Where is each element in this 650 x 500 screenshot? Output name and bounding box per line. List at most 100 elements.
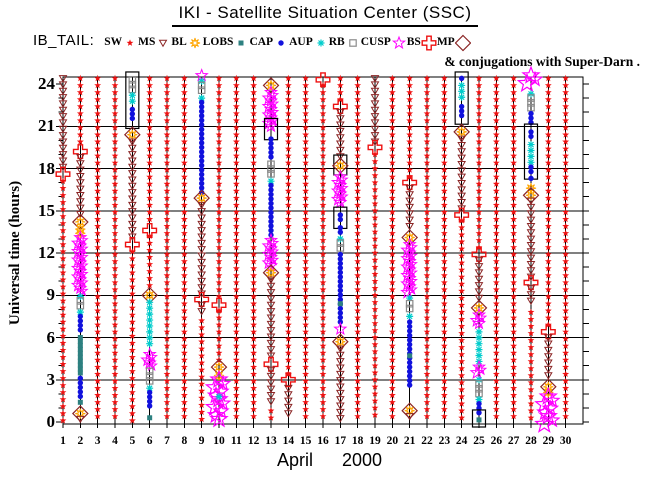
legend-item-label: LOBS	[202, 36, 234, 48]
legend-item-bs: BS	[406, 35, 437, 51]
aup-icon	[317, 39, 325, 47]
day-column-17	[330, 74, 349, 423]
x-tick-label-22: 22	[421, 435, 433, 447]
day-column-4	[111, 74, 119, 420]
legend-note: & conjugations with Super-Darn .	[444, 54, 640, 69]
day-column-6	[140, 74, 159, 421]
day-column-13	[261, 77, 280, 421]
day-column-26	[492, 74, 500, 420]
day-column-15	[302, 74, 310, 420]
x-axis-label-month: April	[276, 450, 313, 470]
x-tick-label-23: 23	[438, 435, 451, 447]
legend: IB_TAIL: SW MS BL LOBS CAP AUP RB CUSP BS MP	[33, 32, 472, 52]
day-column-7	[163, 74, 171, 420]
legend-item-rb: RB	[329, 36, 361, 48]
sw-icon	[126, 39, 134, 46]
day-column-14	[280, 74, 296, 418]
bs-icon	[421, 35, 437, 51]
x-tick-label-25: 25	[473, 435, 485, 447]
legend-item-lobs: LOBS	[203, 36, 250, 48]
y-tick-label-21: 21	[38, 116, 55, 136]
day-column-16	[315, 72, 331, 420]
x-tick-label-8: 8	[181, 435, 188, 447]
ms-icon	[159, 39, 168, 48]
day-column-30	[562, 74, 570, 420]
x-tick-label-19: 19	[369, 435, 381, 447]
day-column-3	[94, 74, 102, 420]
legend-item-label: MS	[138, 36, 156, 48]
legend-item-label: SW	[104, 36, 123, 48]
legend-item-cusp: CUSP	[360, 35, 407, 50]
legend-items: SW MS BL LOBS CAP AUP RB CUSP BS MP	[104, 32, 472, 52]
legend-item-label: RB	[328, 36, 345, 48]
day-column-11	[232, 74, 240, 420]
y-tick-label-12: 12	[38, 243, 55, 262]
legend-item-label: BL	[171, 36, 187, 48]
x-tick-label-1: 1	[60, 435, 66, 447]
x-tick-label-7: 7	[164, 435, 170, 447]
x-tick-label-9: 9	[198, 435, 205, 447]
x-axis-label-year: 2000	[341, 450, 383, 470]
x-tick-label-4: 4	[112, 435, 118, 447]
legend-item-label: AUP	[289, 36, 313, 48]
page-title: IKI - Satellite Situation Center (SSC)	[0, 3, 650, 27]
day-column-23	[440, 74, 448, 420]
cap-icon	[278, 40, 284, 46]
x-tick-label-3: 3	[94, 435, 101, 447]
day-column-18	[354, 74, 362, 420]
x-tick-label-12: 12	[247, 435, 260, 447]
x-tick-label-14: 14	[282, 435, 295, 447]
day-column-28	[516, 65, 544, 421]
x-tick-label-29: 29	[542, 435, 555, 447]
day-column-25	[469, 74, 488, 428]
x-tick-label-15: 15	[299, 435, 312, 447]
x-tick-label-24: 24	[455, 435, 468, 447]
x-tick-label-5: 5	[129, 435, 136, 447]
day-column-27	[510, 74, 518, 420]
day-column-9	[193, 68, 211, 423]
legend-item-label: CUSP	[360, 36, 391, 48]
x-tick-label-10: 10	[213, 435, 225, 447]
x-tick-label-18: 18	[351, 435, 364, 447]
x-tick-label-16: 16	[317, 435, 329, 447]
day-column-20	[388, 74, 396, 420]
day-column-19	[367, 75, 383, 418]
day-column-1	[55, 75, 71, 424]
day-column-24	[453, 71, 471, 421]
x-tick-label-21: 21	[403, 435, 416, 447]
y-tick-label-9: 9	[46, 285, 56, 305]
legend-item-label: MP	[436, 36, 455, 48]
legend-item-label: BS	[406, 36, 421, 48]
x-tick-label-11: 11	[230, 435, 242, 447]
day-column-10	[204, 74, 232, 428]
x-tick-label-6: 6	[146, 435, 153, 447]
x-tick-label-17: 17	[334, 435, 347, 447]
y-tick-label-15: 15	[38, 200, 55, 220]
x-tick-label-26: 26	[490, 435, 503, 447]
legend-prefix: IB_TAIL:	[33, 32, 95, 49]
legend-item-bl: BL	[171, 36, 202, 49]
legend-item-cap: CAP	[249, 36, 289, 48]
day-column-2	[70, 74, 89, 424]
y-tick-label-6: 6	[46, 327, 56, 347]
x-tick-label-27: 27	[507, 435, 520, 447]
page-title-text: IKI - Satellite Situation Center (SSC)	[172, 3, 478, 27]
x-tick-label-20: 20	[386, 435, 399, 447]
mp-icon	[454, 34, 472, 52]
legend-item-label: CAP	[249, 36, 274, 48]
day-column-22	[423, 74, 431, 420]
x-tick-label-28: 28	[525, 435, 537, 447]
day-column-29	[534, 74, 561, 433]
bl-icon	[189, 37, 200, 49]
legend-item-mp: MP	[436, 34, 472, 52]
x-tick-label-13: 13	[265, 435, 277, 447]
day-column-21	[400, 74, 419, 421]
day-column-8	[180, 74, 188, 420]
rb-icon	[348, 39, 357, 47]
y-tick-label-0: 0	[46, 412, 56, 431]
x-tick-label-30: 30	[559, 435, 572, 447]
lobs-icon	[238, 40, 244, 46]
legend-item-sw: SW	[104, 36, 138, 48]
